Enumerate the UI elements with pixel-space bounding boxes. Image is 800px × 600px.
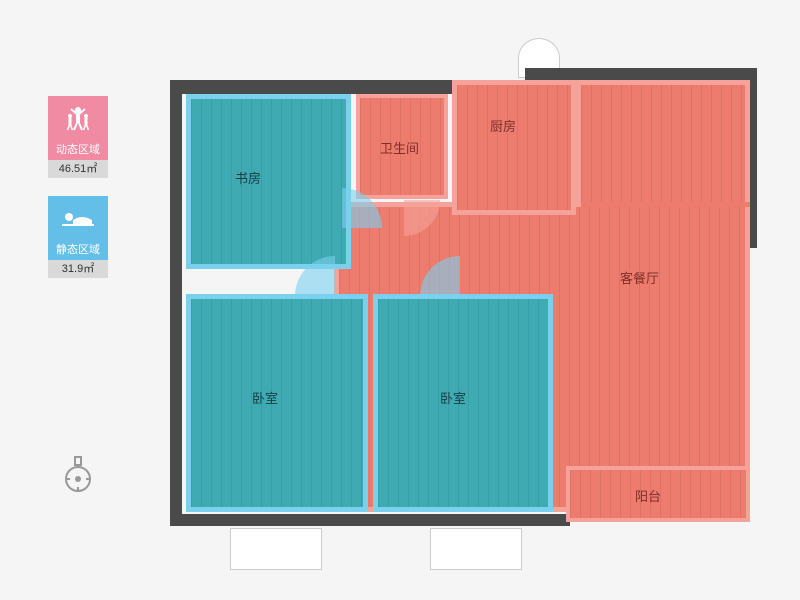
exterior-bump	[230, 528, 322, 570]
legend-static: 静态区域 31.9㎡	[48, 196, 108, 278]
floor-plan: 书房卫生间厨房客餐厅卧室卧室阳台	[170, 38, 760, 568]
wall	[170, 514, 570, 526]
legend-dynamic: 动态区域 46.51㎡	[48, 96, 108, 178]
seam-fix	[581, 202, 750, 207]
room-bed_left	[186, 294, 368, 512]
legend-dynamic-label: 动态区域	[48, 140, 108, 160]
legend-panel: 动态区域 46.51㎡ 静态区域 31.9㎡	[48, 96, 108, 296]
wall	[170, 80, 182, 522]
room-study	[186, 94, 351, 269]
wall	[525, 68, 755, 80]
room-bed_right	[373, 294, 553, 512]
room-balcony	[566, 466, 750, 522]
room-living-ext	[576, 80, 750, 215]
compass-icon	[60, 455, 96, 500]
people-icon	[48, 96, 108, 140]
room-bath	[356, 94, 448, 199]
legend-static-value: 31.9㎡	[48, 260, 108, 278]
legend-dynamic-value: 46.51㎡	[48, 160, 108, 178]
lying-icon	[48, 196, 108, 240]
room-kitchen	[452, 80, 576, 215]
exterior-bump	[430, 528, 522, 570]
legend-static-label: 静态区域	[48, 240, 108, 260]
